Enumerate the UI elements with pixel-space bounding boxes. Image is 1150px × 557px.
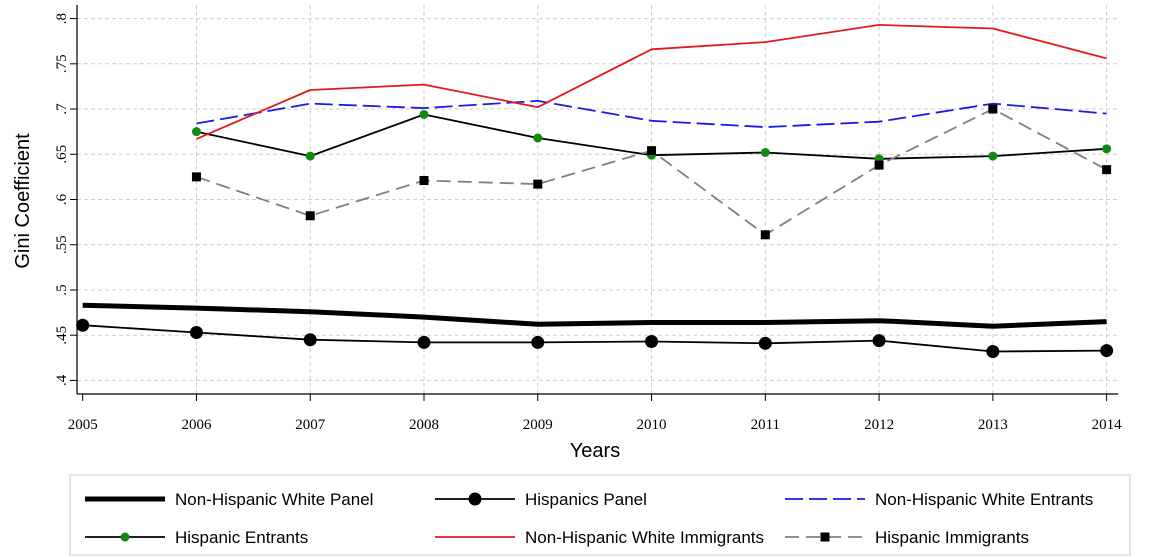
series-lines [76,23,1114,358]
legend-box [69,474,1131,556]
x-tick-label: 2012 [864,417,894,433]
circle-marker [1100,344,1114,358]
legend-item: Non-Hispanic White Immigrants [435,528,764,547]
legend-items: Non-Hispanic White Panel Hispanics Panel N… [85,490,1093,547]
circle-marker [76,318,90,332]
y-tick-label: .75 [54,54,70,73]
legend-item: Non-Hispanic White Entrants [785,490,1093,509]
circle-marker [468,492,482,506]
circle-marker [986,344,1000,358]
legend-label: Hispanic Immigrants [875,528,1029,547]
y-tick-label: .55 [54,235,70,254]
x-tick-labels: 2005 2006 2007 2008 2009 2010 2011 2012 2013 2014 [68,417,1122,433]
x-tick-label: 2014 [1092,417,1123,433]
y-tick-label: .7 [54,103,70,115]
series-non-hispanic-white-entrants [196,100,1107,128]
square-marker [419,176,429,186]
square-marker [533,179,543,189]
legend: Non-Hispanic White Panel Hispanics Panel N… [69,474,1131,556]
green-circle-marker [419,109,429,119]
x-tick-label: 2007 [295,417,326,433]
x-axis-title: Years [570,440,620,462]
legend-item: Hispanic Immigrants [785,528,1029,547]
green-circle-marker [533,133,543,143]
legend-label: Hispanics Panel [525,490,647,509]
circle-marker [189,325,203,339]
legend-item: Hispanic Entrants [85,528,308,547]
circle-marker [758,336,772,350]
series-hispanic-immigrants [191,104,1112,240]
x-tick-label: 2009 [523,417,553,433]
y-tick-labels: .4 .45 .5 .55 .6 .65 .7 .75 .8 [54,13,70,386]
series-line [196,23,1107,140]
circle-marker [531,335,545,349]
x-tick-label: 2010 [637,417,667,433]
square-marker [191,172,201,182]
green-circle-marker [760,147,770,157]
legend-label: Non-Hispanic White Entrants [875,490,1093,509]
x-tick-label: 2013 [978,417,1008,433]
y-axis-title: Gini Coefficient [12,133,34,269]
green-circle-marker [305,151,315,161]
x-tick-label: 2008 [409,417,439,433]
y-tick-label: .4 [54,374,70,386]
square-marker [305,211,315,221]
series-hispanics-panel [76,318,1114,358]
series-line [196,100,1107,128]
square-marker [988,104,998,114]
x-tick-label: 2006 [181,417,212,433]
circle-marker [303,333,317,347]
green-circle-marker [120,532,130,542]
square-marker [647,146,657,156]
y-tick-label: .8 [54,13,70,24]
axes [70,5,1118,401]
y-tick-label: .45 [54,326,70,345]
x-tick-label: 2011 [751,417,780,433]
x-tick-label: 2005 [68,417,98,433]
legend-label: Non-Hispanic White Immigrants [525,528,764,547]
gridlines [77,5,1118,394]
square-marker [1102,165,1112,175]
legend-label: Non-Hispanic White Panel [175,490,373,509]
legend-label: Hispanic Entrants [175,528,308,547]
y-tick-label: .6 [54,193,70,205]
green-circle-marker [191,127,201,137]
circle-marker [645,335,659,349]
square-marker [874,160,884,170]
green-circle-marker [988,151,998,161]
series-non-hispanic-white-immigrants [196,23,1107,140]
circle-marker [417,335,431,349]
circle-marker [872,334,886,348]
series-line [82,302,1107,329]
y-tick-label: .5 [54,284,70,295]
square-marker [760,230,770,240]
legend-item: Hispanics Panel [435,490,647,509]
green-circle-marker [1102,144,1112,154]
legend-item: Non-Hispanic White Panel [85,490,373,509]
series-line [82,324,1107,353]
series-non-hispanic-white-panel [82,302,1107,329]
square-marker [820,532,830,542]
y-tick-label: .65 [54,145,70,164]
